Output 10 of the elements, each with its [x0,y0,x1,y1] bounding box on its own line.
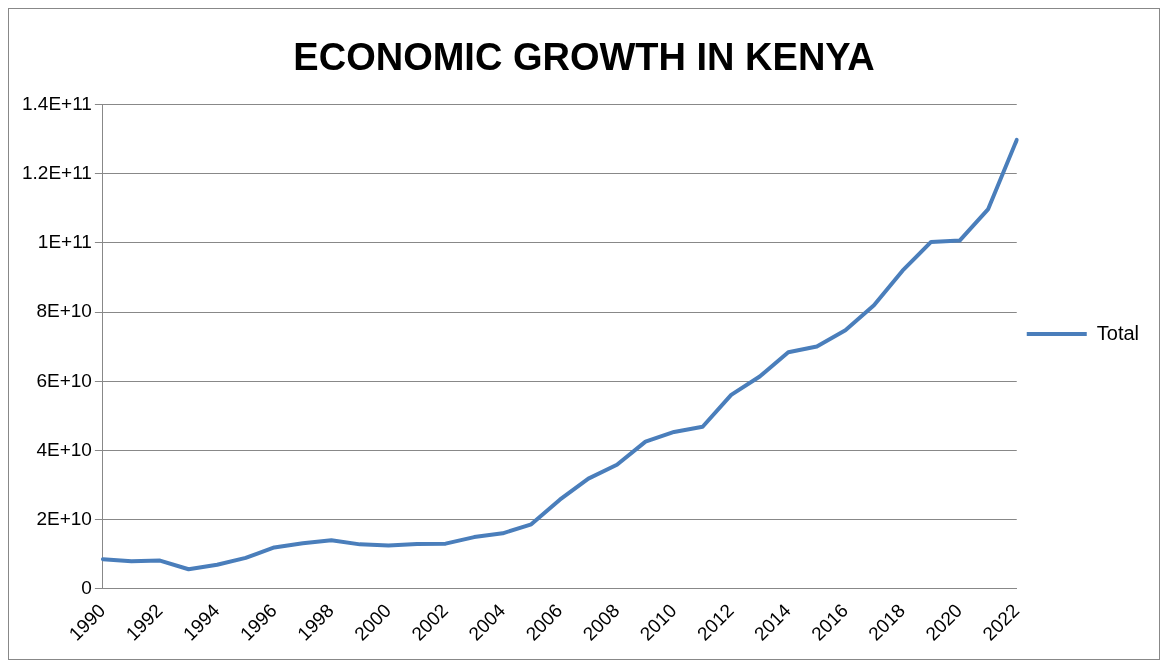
y-tick-label: 1.4E+11 [22,92,92,114]
y-tick-label: 0 [81,577,92,599]
y-tick-label: 6E+10 [36,369,92,391]
y-tick-label: 4E+10 [36,438,92,460]
legend-label: Total [1096,321,1139,344]
y-tick-label: 8E+10 [36,300,92,322]
y-tick-label: 2E+10 [36,508,92,530]
y-tick-label: 1E+11 [37,231,92,253]
y-tick-label: 1.2E+11 [22,162,92,184]
chart-title: ECONOMIC GROWTH IN KENYA [293,36,875,79]
